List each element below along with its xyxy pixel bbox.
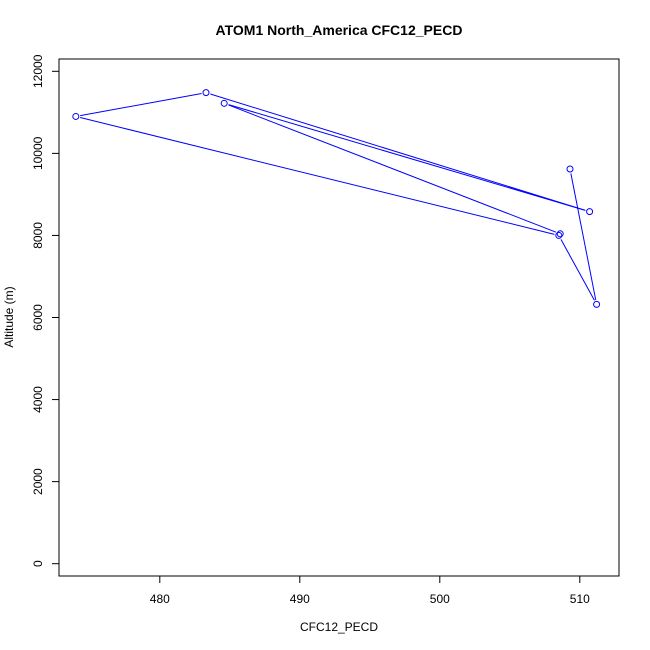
data-point <box>556 230 564 238</box>
x-tick-label: 490 <box>290 592 310 606</box>
y-axis-label: Altitude (m) <box>2 286 16 347</box>
series-layer <box>72 89 601 308</box>
y-tick-label: 10000 <box>31 136 45 170</box>
data-point <box>566 165 574 173</box>
series-line-segment <box>560 239 595 301</box>
y-tick-label: 4000 <box>31 386 45 413</box>
y-tick-label: 8000 <box>31 222 45 249</box>
data-point <box>220 99 228 107</box>
y-tick-label: 0 <box>31 560 45 567</box>
data-point <box>593 300 601 308</box>
x-axis-label: CFC12_PECD <box>300 620 378 634</box>
series-line-segment <box>228 104 586 211</box>
x-tick-label: 500 <box>430 592 450 606</box>
data-point <box>555 231 563 239</box>
series-line-segment <box>80 92 202 117</box>
y-tick-label: 12000 <box>31 54 45 88</box>
chart-title: ATOM1 North_America CFC12_PECD <box>216 22 463 38</box>
data-point <box>586 208 594 216</box>
x-tick-label: 510 <box>570 592 590 606</box>
data-point <box>202 89 210 97</box>
x-tick-label: 480 <box>150 592 170 606</box>
y-tick-label: 6000 <box>31 304 45 331</box>
y-axis: 0 2000 4000 6000 8000 10000 12000 <box>31 54 59 567</box>
series-line-segment <box>210 93 586 211</box>
series-line-segment <box>228 104 557 233</box>
series-line-segment <box>80 117 555 235</box>
x-axis: 480 490 500 510 <box>150 576 590 606</box>
series-line-segment <box>570 173 597 301</box>
data-point <box>72 112 80 120</box>
y-tick-label: 2000 <box>31 468 45 495</box>
plot-frame <box>58 58 620 577</box>
